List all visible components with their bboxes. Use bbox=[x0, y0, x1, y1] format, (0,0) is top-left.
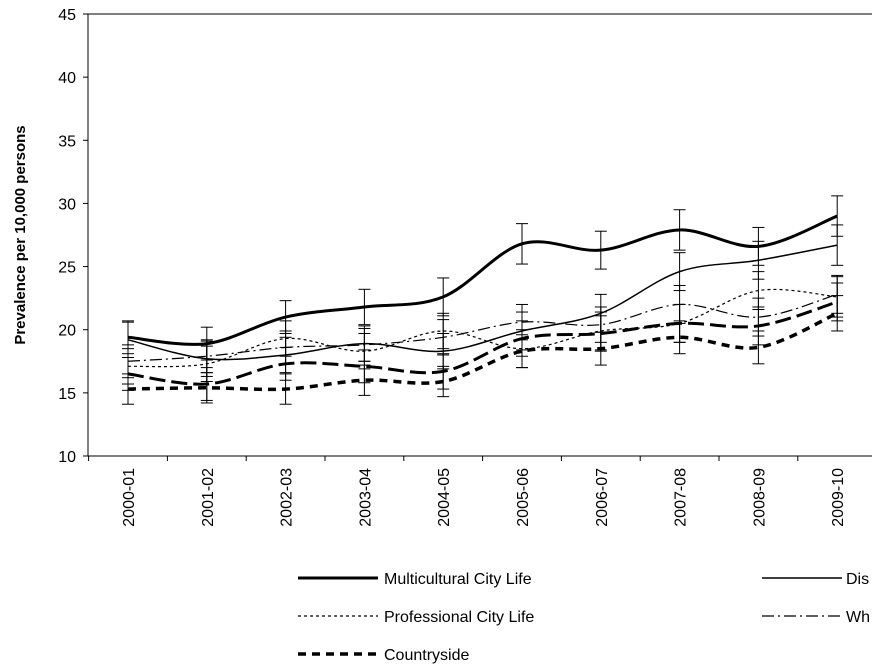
legend-item: Multicultural City Life bbox=[298, 571, 532, 588]
legend-item: Professional City Life bbox=[298, 609, 534, 626]
y-tick-label: 20 bbox=[58, 323, 76, 340]
x-tick-label: 2002-03 bbox=[279, 468, 296, 527]
series-line bbox=[127, 300, 838, 386]
x-tick-label: 2008-09 bbox=[751, 468, 768, 527]
y-ticks: 10 15 20 25 30 35 40 45 bbox=[58, 7, 88, 466]
x-tick-label: 2004-05 bbox=[436, 468, 453, 527]
series-1 bbox=[122, 224, 844, 377]
y-tick-label: 45 bbox=[58, 7, 76, 24]
x-tick-label: 2005-06 bbox=[515, 468, 532, 527]
legend-item: Dis bbox=[762, 571, 869, 588]
series-line bbox=[127, 288, 838, 368]
axes bbox=[87, 13, 872, 457]
series-line bbox=[127, 311, 838, 392]
series-line bbox=[127, 293, 838, 362]
x-ticks: 2000-01 2001-02 2002-03 2003-04 2004-05 2005-… bbox=[88, 456, 847, 527]
error-bar bbox=[831, 224, 844, 266]
error-bar bbox=[516, 334, 528, 369]
x-tick-label: 2001-02 bbox=[200, 468, 217, 527]
y-tick-label: 15 bbox=[58, 386, 76, 403]
error-bar bbox=[358, 364, 371, 396]
legend-item: Wh bbox=[762, 609, 870, 626]
y-tick-label: 40 bbox=[58, 70, 76, 87]
legend-label: Multicultural City Life bbox=[384, 571, 532, 588]
legend-label: Dis bbox=[846, 571, 869, 588]
y-tick-label: 25 bbox=[58, 260, 76, 277]
y-tick-label: 10 bbox=[58, 449, 76, 466]
series-line bbox=[127, 214, 838, 346]
y-tick-label: 35 bbox=[58, 133, 76, 150]
series-line bbox=[127, 244, 838, 361]
x-tick-label: 2003-04 bbox=[357, 468, 374, 527]
x-tick-label: 2000-01 bbox=[121, 468, 138, 527]
error-bar bbox=[752, 330, 765, 365]
x-tick-label: 2009-10 bbox=[830, 468, 847, 527]
legend-item: Countryside bbox=[298, 647, 469, 664]
x-tick-label: 2006-07 bbox=[594, 468, 611, 527]
legend-label: Countryside bbox=[384, 647, 469, 664]
x-tick-label: 2007-08 bbox=[673, 468, 690, 527]
legend-label: Professional City Life bbox=[384, 609, 534, 626]
error-bar bbox=[673, 320, 686, 355]
legend-label: Wh bbox=[846, 609, 870, 626]
y-axis-label: Prevalence per 10,000 persons bbox=[12, 125, 29, 344]
y-tick-label: 30 bbox=[58, 196, 76, 213]
error-bar bbox=[831, 295, 844, 332]
error-bar bbox=[200, 372, 213, 404]
series-0 bbox=[122, 195, 844, 361]
series-4 bbox=[122, 282, 844, 401]
series-group bbox=[122, 195, 844, 405]
legend: Multicultural City Life Dis Professional C… bbox=[298, 571, 870, 664]
series-5 bbox=[122, 295, 844, 405]
